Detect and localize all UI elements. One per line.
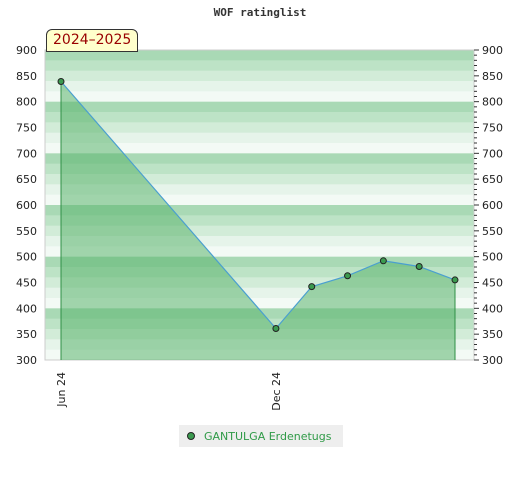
y-tick-label-right: 700 — [482, 147, 503, 160]
grid-band — [45, 153, 474, 165]
y-tick-label-left: 650 — [16, 173, 37, 186]
y-tick-label-right: 500 — [482, 251, 503, 264]
x-tick-label: Jun 24 — [55, 372, 68, 408]
data-point — [415, 262, 423, 270]
series-area — [61, 81, 455, 361]
y-tick-label-right: 850 — [482, 70, 503, 83]
grid-band — [45, 132, 474, 144]
data-point — [272, 324, 280, 332]
data-point — [451, 276, 459, 284]
grid-band — [45, 236, 474, 247]
y-tick-label-left: 350 — [16, 328, 37, 341]
y-tick-label-right: 900 — [482, 44, 503, 57]
period-badge: 2024–2025 — [46, 29, 139, 52]
y-tick-label-right: 750 — [482, 122, 503, 135]
y-tick-label-right: 350 — [482, 328, 503, 341]
grid-band — [45, 101, 474, 113]
grid-band — [45, 174, 474, 185]
chart-title: WOF ratinglist — [213, 6, 307, 19]
x-tick-label: Dec 24 — [270, 372, 283, 411]
grid-band — [45, 225, 474, 237]
y-tick-label-right: 300 — [482, 354, 503, 367]
grid-band — [45, 163, 474, 175]
y-tick-label-right: 400 — [482, 302, 503, 315]
grid-band — [45, 91, 474, 103]
grid-band — [45, 287, 474, 299]
grid-band — [45, 143, 474, 154]
grid-band — [45, 184, 474, 196]
legend-marker-icon — [187, 432, 195, 440]
grid-band — [45, 112, 474, 123]
data-point — [379, 257, 387, 265]
grid-band — [45, 122, 474, 134]
grid-band — [45, 194, 474, 206]
y-tick-label-right: 800 — [482, 96, 503, 109]
grid-band — [45, 205, 474, 216]
y-tick-label-left: 450 — [16, 277, 37, 290]
y-tick-label-right: 550 — [482, 225, 503, 238]
grid-band — [45, 50, 474, 61]
grid-band — [45, 60, 474, 72]
grid-band — [45, 267, 474, 278]
grid-band — [45, 215, 474, 227]
y-tick-label-left: 700 — [16, 147, 37, 160]
grid-band — [45, 256, 474, 268]
grid-band — [45, 70, 474, 82]
y-tick-label-left: 900 — [16, 44, 37, 57]
grid-band — [45, 81, 474, 92]
y-tick-label-left: 750 — [16, 122, 37, 135]
y-tick-label-right: 600 — [482, 199, 503, 212]
grid-band — [45, 277, 474, 289]
data-point — [308, 283, 316, 291]
y-tick-label-right: 650 — [482, 173, 503, 186]
y-tick-label-left: 600 — [16, 199, 37, 212]
y-tick-label-left: 550 — [16, 225, 37, 238]
data-point — [344, 272, 352, 280]
y-tick-label-left: 500 — [16, 251, 37, 264]
y-tick-label-left: 400 — [16, 302, 37, 315]
y-tick-label-left: 850 — [16, 70, 37, 83]
legend[interactable]: GANTULGA Erdenetugs — [179, 425, 343, 447]
grid-band — [45, 298, 474, 309]
y-tick-label-right: 450 — [482, 277, 503, 290]
data-point — [57, 78, 65, 86]
grid-band — [45, 246, 474, 258]
y-tick-label-left: 800 — [16, 96, 37, 109]
legend-label: GANTULGA Erdenetugs — [204, 429, 332, 443]
y-tick-label-left: 300 — [16, 354, 37, 367]
